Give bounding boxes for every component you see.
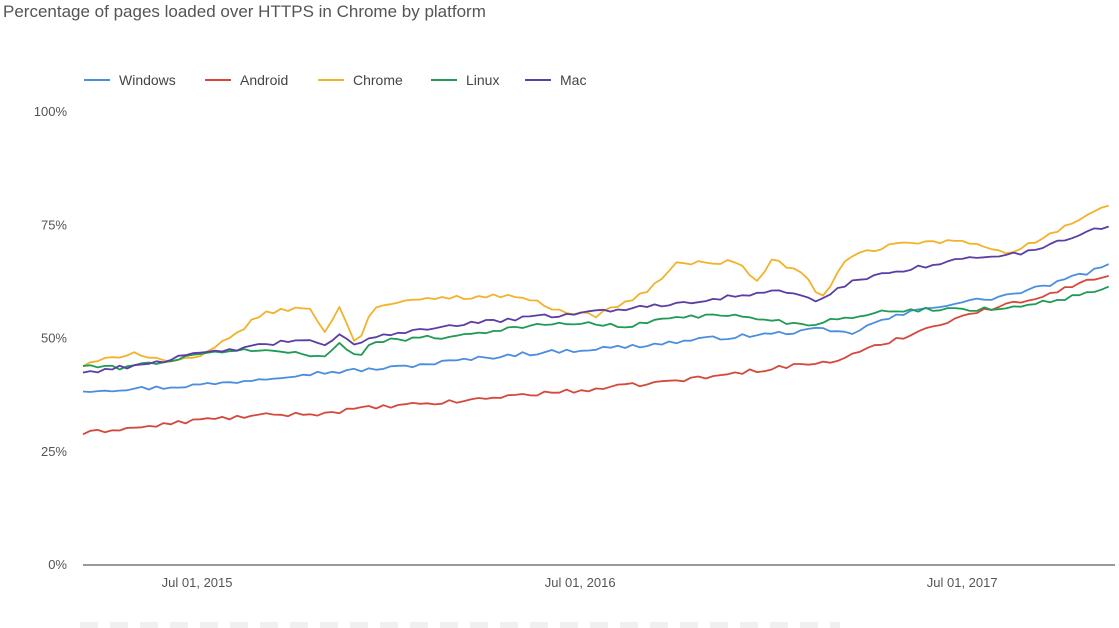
series-line-linux (82, 285, 1110, 371)
legend-label-linux: Linux (466, 72, 499, 88)
x-tick-label: Jul 01, 2017 (927, 575, 998, 590)
x-tick-label: Jul 01, 2016 (545, 575, 616, 590)
legend-label-android: Android (240, 72, 288, 88)
legend-label-windows: Windows (119, 72, 176, 88)
y-tick-label: 50% (41, 331, 67, 346)
chart-title: Percentage of pages loaded over HTTPS in… (3, 2, 486, 21)
x-tick-label: Jul 01, 2015 (162, 575, 233, 590)
y-tick-label: 75% (41, 217, 67, 232)
y-tick-label: 100% (34, 104, 68, 119)
y-tick-label: 0% (48, 557, 67, 572)
legend-label-mac: Mac (560, 72, 586, 88)
series-line-chrome (82, 204, 1109, 367)
series-line-windows (82, 263, 1110, 393)
series-line-mac (82, 225, 1109, 374)
series-line-android (82, 275, 1109, 436)
footer-fade (80, 622, 840, 628)
legend-label-chrome: Chrome (353, 72, 403, 88)
y-tick-label: 25% (41, 444, 67, 459)
